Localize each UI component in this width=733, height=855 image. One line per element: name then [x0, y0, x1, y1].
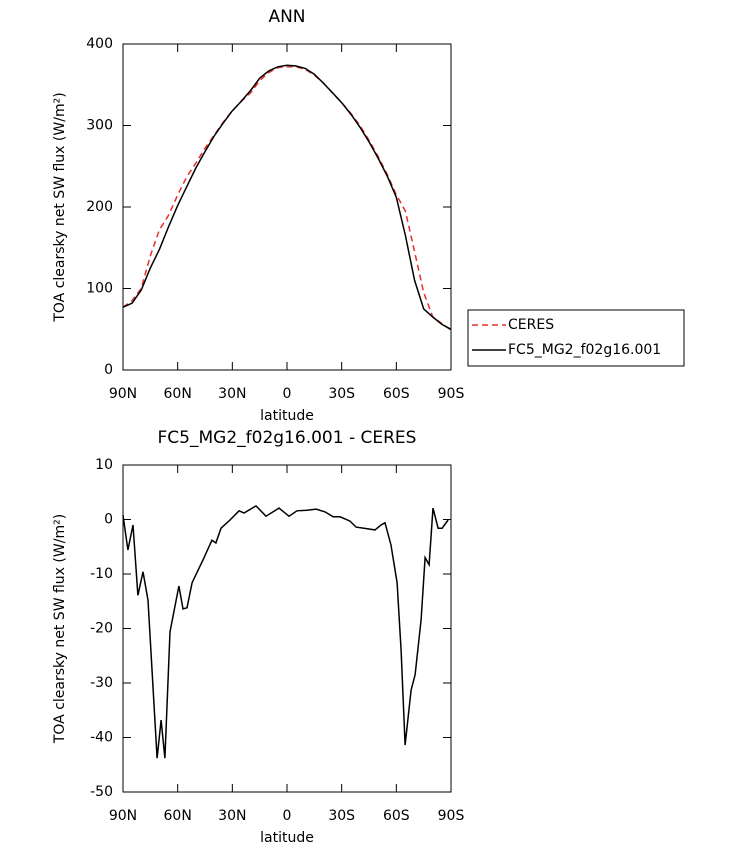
legend-label: FC5_MG2_f02g16.001 — [508, 342, 661, 358]
y-axis-label: TOA clearsky net SW flux (W/m²) — [52, 514, 68, 744]
y-tick-label: -10 — [90, 566, 113, 582]
x-tick-label: 30N — [218, 808, 246, 824]
y-tick-label: 200 — [86, 199, 113, 215]
x-tick-label: 90S — [438, 808, 465, 824]
chart-title: ANN — [268, 7, 305, 27]
x-tick-label: 0 — [283, 808, 292, 824]
legend-box — [467, 309, 685, 367]
x-tick-label: 30S — [328, 808, 355, 824]
x-tick-label: 60N — [164, 808, 192, 824]
y-tick-label: 10 — [95, 457, 113, 473]
data-line — [122, 504, 449, 759]
y-tick-label: 100 — [86, 281, 113, 297]
y-tick-label: -40 — [90, 730, 113, 746]
x-axis-label: latitude — [260, 408, 314, 424]
x-tick-label: 0 — [283, 386, 292, 402]
x-tick-label: 30N — [218, 386, 246, 402]
y-tick-label: -20 — [90, 621, 113, 637]
y-tick-label: 0 — [104, 512, 113, 528]
y-tick-label: 300 — [86, 118, 113, 134]
y-axis-label: TOA clearsky net SW flux (W/m²) — [52, 92, 68, 322]
y-tick-label: -30 — [90, 675, 113, 691]
data-line — [122, 64, 452, 330]
y-tick-label: 0 — [104, 362, 113, 378]
data-line — [122, 66, 452, 331]
x-tick-label: 30S — [328, 386, 355, 402]
x-tick-label: 90N — [109, 808, 137, 824]
x-tick-label: 60S — [383, 386, 410, 402]
x-tick-label: 90S — [438, 386, 465, 402]
x-tick-label: 90N — [109, 386, 137, 402]
y-tick-label: -50 — [90, 784, 113, 800]
x-tick-label: 60S — [383, 808, 410, 824]
chart-title: FC5_MG2_f02g16.001 - CERES — [158, 428, 417, 448]
x-tick-label: 60N — [164, 386, 192, 402]
y-tick-label: 400 — [86, 36, 113, 52]
legend-label: CERES — [508, 317, 554, 333]
x-axis-label: latitude — [260, 830, 314, 846]
